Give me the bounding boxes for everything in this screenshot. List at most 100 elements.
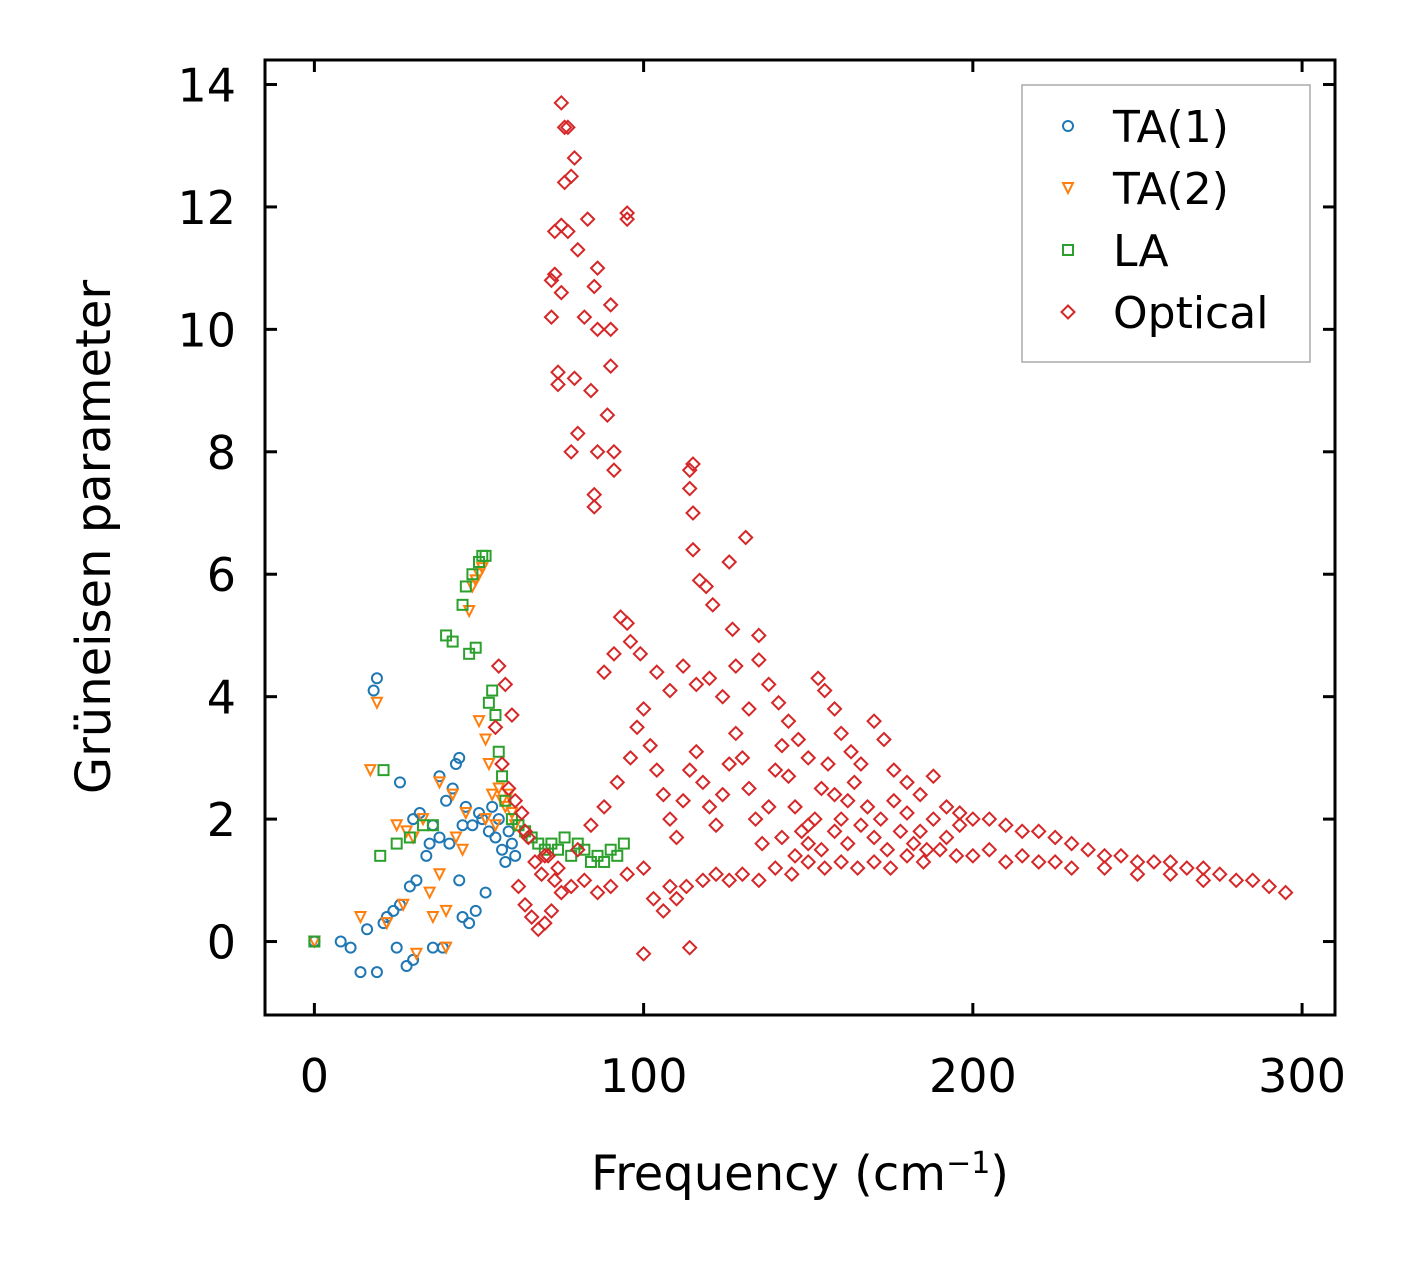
data-point [482,825,495,838]
data-point [727,725,744,742]
data-point [701,798,718,815]
data-point [813,780,830,797]
data-point [685,505,701,521]
data-point [589,260,606,277]
data-point [1063,835,1080,852]
data-point [905,835,922,852]
data-point [737,529,754,546]
data-point [377,764,390,777]
data-point [642,737,659,754]
data-point [497,676,514,693]
data-point [536,915,553,932]
data-point [1244,872,1261,889]
data-point [1146,854,1162,870]
data-point [507,792,524,809]
data-point [559,223,576,240]
data-point [530,921,547,938]
data-point [741,780,757,797]
data-point [552,843,565,856]
data-point [899,847,915,864]
x-axis-label-superscript: −1 [946,1146,990,1181]
data-point [760,676,777,693]
series-optical [487,94,1294,962]
x-axis-label: Frequency (cm−1) [591,1146,1009,1203]
data-point [566,150,583,166]
data-point [478,733,493,747]
data-point [826,823,843,840]
data-point [833,725,850,742]
data-point [602,321,619,338]
data-point [596,798,613,815]
data-point [553,284,570,301]
data-point [599,407,616,423]
data-point [446,788,460,802]
data-point [675,792,692,809]
data-point [475,562,489,576]
data-point [619,205,636,221]
data-point [367,684,380,697]
data-point [420,849,433,862]
data-point [833,854,850,870]
data-point [584,855,597,868]
data-point [406,831,420,845]
data-point [523,909,540,925]
data-point [662,878,678,895]
data-point [456,911,469,924]
data-point [948,847,965,864]
data-point [510,878,527,895]
data-point [439,941,453,955]
data-point [426,911,440,925]
data-point [721,872,738,889]
data-point [872,811,889,828]
series-la [308,549,630,948]
data-point [583,382,599,399]
data-point [852,817,869,834]
data-point [938,798,955,815]
data-point [540,847,557,864]
data-point [396,898,410,913]
data-point [496,843,509,856]
data-point [550,376,566,393]
data-point [596,664,613,681]
data-point [925,768,942,785]
data-point [453,751,466,764]
data-point [704,596,721,613]
data-point [558,831,571,844]
data-point [688,676,705,693]
data-point [563,443,580,460]
data-point [563,878,580,895]
data-point [546,266,563,283]
data-point [1030,854,1047,870]
data-point [390,819,404,833]
data-point [479,886,492,899]
data-point [606,462,622,479]
data-point [422,886,437,900]
data-point [882,860,899,876]
legend-marker [1061,182,1075,196]
data-point [635,860,652,876]
legend: TA(1) TA(2) LA Optical [1021,84,1311,363]
data-point [617,837,630,850]
data-point [662,811,678,828]
data-point [899,805,915,821]
data-point [553,884,570,901]
data-point [509,849,522,862]
data-point [611,849,624,862]
data-point [810,670,827,687]
data-point [681,480,698,497]
data-point [486,684,499,697]
data-point [469,904,482,917]
data-point [843,743,859,760]
data-point [387,904,400,917]
data-point [517,823,534,840]
data-point [645,890,662,907]
data-point [380,911,393,924]
data-point [566,370,583,387]
data-point [918,841,935,858]
legend-marker [1062,120,1074,132]
data-point [579,211,596,228]
data-point [932,841,948,858]
data-point [409,947,424,962]
data-point [536,847,553,864]
data-point [569,241,586,258]
